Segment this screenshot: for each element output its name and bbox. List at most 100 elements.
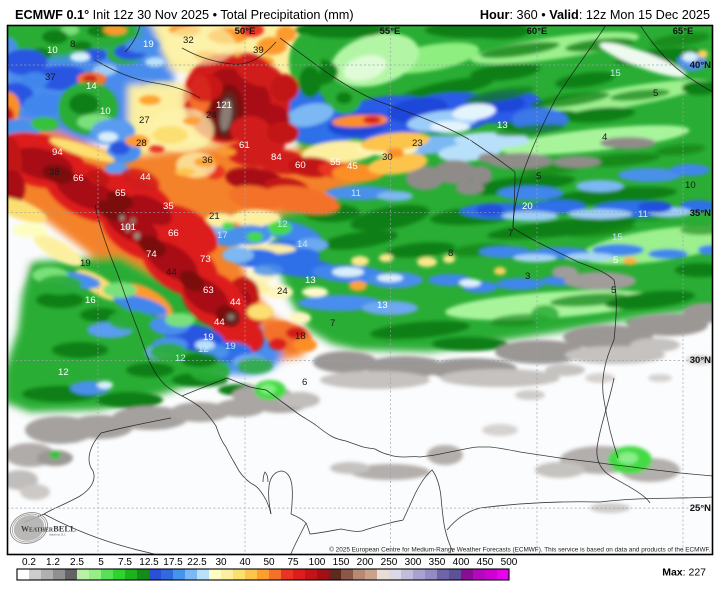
svg-text:38: 38 [49, 167, 60, 178]
svg-text:8: 8 [70, 39, 75, 50]
svg-text:60: 60 [295, 160, 306, 171]
svg-text:300: 300 [405, 557, 422, 568]
svg-text:7: 7 [508, 228, 513, 239]
svg-text:32: 32 [183, 35, 194, 46]
svg-text:8: 8 [448, 248, 453, 259]
svg-text:25°N: 25°N [690, 503, 711, 514]
svg-text:2.5: 2.5 [70, 557, 84, 568]
svg-text:28: 28 [136, 138, 147, 149]
svg-text:WEATHERBELL: WEATHERBELL [21, 524, 76, 534]
svg-text:22.5: 22.5 [187, 557, 207, 568]
svg-text:10: 10 [100, 106, 111, 117]
svg-text:84: 84 [271, 152, 282, 163]
svg-text:ECMWF 0.1° Init 12z 30 Nov 202: ECMWF 0.1° Init 12z 30 Nov 2025 • Total … [15, 8, 354, 22]
svg-text:19: 19 [203, 332, 214, 343]
svg-text:4: 4 [602, 132, 608, 143]
svg-text:© 2025 European Centre for Med: © 2025 European Centre for Medium-Range … [329, 546, 711, 554]
svg-text:0.2: 0.2 [22, 557, 36, 568]
svg-text:7.5: 7.5 [118, 557, 132, 568]
svg-text:65°E: 65°E [673, 26, 694, 37]
svg-text:150: 150 [333, 557, 350, 568]
svg-text:18: 18 [295, 331, 306, 342]
svg-text:27: 27 [139, 115, 150, 126]
svg-text:12.5: 12.5 [139, 557, 159, 568]
svg-text:30°N: 30°N [690, 355, 711, 366]
svg-text:500: 500 [501, 557, 518, 568]
svg-text:21: 21 [209, 211, 220, 222]
svg-text:10: 10 [685, 180, 696, 191]
svg-text:94: 94 [52, 147, 63, 158]
svg-text:36: 36 [202, 155, 213, 166]
svg-text:12: 12 [277, 219, 288, 230]
svg-text:19: 19 [80, 258, 91, 269]
svg-text:23: 23 [412, 138, 423, 149]
svg-text:40°N: 40°N [690, 60, 711, 71]
svg-text:Max: 227: Max: 227 [662, 567, 706, 579]
svg-text:37: 37 [45, 72, 56, 83]
svg-text:250: 250 [381, 557, 398, 568]
svg-text:14: 14 [86, 81, 97, 92]
svg-text:61: 61 [239, 140, 250, 151]
svg-text:65: 65 [115, 188, 126, 199]
svg-text:1.2: 1.2 [46, 557, 60, 568]
svg-text:5: 5 [536, 171, 541, 182]
svg-text:12: 12 [58, 367, 69, 378]
svg-text:45: 45 [347, 161, 358, 172]
svg-text:13: 13 [377, 300, 388, 311]
svg-text:7: 7 [330, 318, 335, 329]
svg-text:44: 44 [166, 267, 177, 278]
svg-text:350: 350 [429, 557, 446, 568]
svg-text:66: 66 [73, 173, 84, 184]
svg-text:200: 200 [357, 557, 374, 568]
svg-text:66: 66 [168, 228, 179, 239]
svg-text:55: 55 [330, 157, 341, 168]
svg-text:19: 19 [143, 39, 154, 50]
svg-text:11: 11 [638, 209, 648, 220]
svg-text:44: 44 [230, 297, 241, 308]
svg-text:30: 30 [382, 152, 393, 163]
svg-text:55°E: 55°E [380, 26, 401, 37]
svg-text:Hour: 360 • Valid: 12z Mon 15: Hour: 360 • Valid: 12z Mon 15 Dec 2025 [480, 8, 710, 22]
svg-text:30: 30 [215, 557, 227, 568]
svg-text:12: 12 [175, 353, 186, 364]
svg-text:15: 15 [610, 68, 621, 79]
svg-text:450: 450 [477, 557, 494, 568]
svg-text:American LLC: American LLC [49, 534, 66, 537]
svg-text:44: 44 [140, 172, 151, 183]
svg-text:20: 20 [522, 201, 533, 212]
svg-text:39: 39 [253, 45, 264, 56]
svg-text:6: 6 [302, 377, 307, 388]
svg-text:3: 3 [525, 271, 530, 282]
svg-text:73: 73 [200, 254, 211, 265]
svg-text:16: 16 [85, 295, 96, 306]
svg-text:13: 13 [305, 275, 316, 286]
svg-text:5: 5 [98, 557, 104, 568]
svg-text:24: 24 [277, 286, 288, 297]
svg-text:63: 63 [203, 285, 214, 296]
svg-text:75: 75 [287, 557, 299, 568]
svg-text:35°N: 35°N [690, 208, 711, 219]
svg-text:11: 11 [351, 188, 361, 199]
svg-text:19: 19 [225, 341, 236, 352]
svg-text:50: 50 [263, 557, 275, 568]
svg-text:14: 14 [297, 239, 308, 250]
svg-text:121: 121 [216, 100, 232, 111]
svg-text:40: 40 [239, 557, 251, 568]
svg-text:60°E: 60°E [527, 26, 548, 37]
svg-text:12: 12 [198, 344, 209, 355]
svg-text:17: 17 [217, 230, 228, 241]
svg-text:74: 74 [146, 249, 157, 260]
svg-text:400: 400 [453, 557, 470, 568]
svg-text:100: 100 [309, 557, 326, 568]
svg-text:10: 10 [47, 45, 58, 56]
svg-text:13: 13 [467, 134, 478, 145]
svg-text:44: 44 [214, 317, 225, 328]
svg-text:15: 15 [612, 232, 623, 243]
svg-text:13: 13 [497, 120, 508, 131]
svg-text:17.5: 17.5 [163, 557, 183, 568]
svg-text:50°E: 50°E [235, 26, 256, 37]
svg-text:5: 5 [613, 255, 618, 266]
svg-text:24: 24 [206, 110, 217, 121]
svg-text:5: 5 [611, 285, 616, 296]
svg-text:101: 101 [120, 222, 136, 233]
